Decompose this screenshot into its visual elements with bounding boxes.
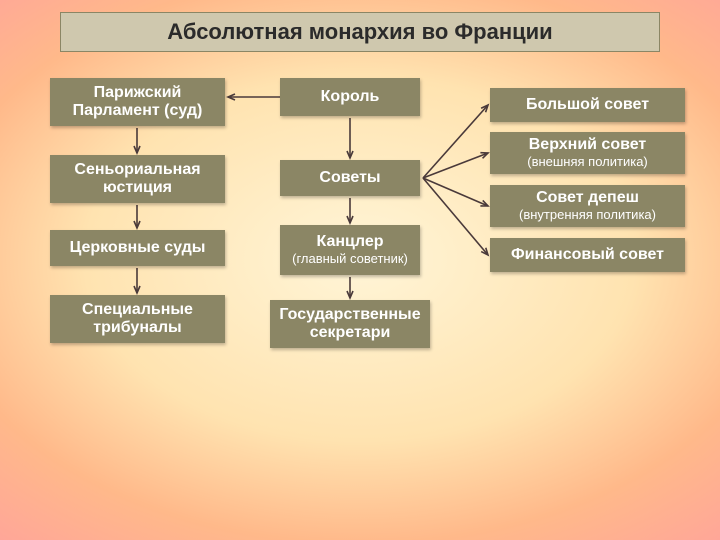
node-tribunals: Специальные трибуналы (50, 295, 225, 343)
node-secretaries: Государственные секретари (270, 300, 430, 348)
node-seigniorial-label: Сеньориальная юстиция (56, 161, 219, 198)
node-dispatch-council: Совет депеш (внутренняя политика) (490, 185, 685, 227)
diagram-title-text: Абсолютная монархия во Франции (167, 19, 552, 45)
node-chancellor-sub: (главный советник) (292, 252, 408, 267)
node-councils: Советы (280, 160, 420, 196)
node-finance-council: Финансовый совет (490, 238, 685, 272)
node-church-courts: Церковные суды (50, 230, 225, 266)
node-parliament-label: Парижский Парламент (суд) (56, 84, 219, 121)
node-big-council: Большой совет (490, 88, 685, 122)
node-king-label: Король (321, 88, 380, 106)
node-king: Король (280, 78, 420, 116)
node-dispatch-council-label: Совет депеш (536, 189, 639, 207)
diagram-canvas: Абсолютная монархия во Франции Король Па… (0, 0, 720, 540)
node-parliament: Парижский Парламент (суд) (50, 78, 225, 126)
node-upper-council-sub: (внешняя политика) (527, 155, 648, 170)
node-seigniorial: Сеньориальная юстиция (50, 155, 225, 203)
node-dispatch-council-sub: (внутренняя политика) (519, 208, 656, 223)
node-chancellor: Канцлер (главный советник) (280, 225, 420, 275)
node-finance-council-label: Финансовый совет (511, 246, 664, 264)
node-secretaries-label: Государственные секретари (276, 306, 424, 343)
diagram-title: Абсолютная монархия во Франции (60, 12, 660, 52)
node-chancellor-label: Канцлер (317, 233, 384, 251)
node-councils-label: Советы (319, 169, 380, 187)
node-church-courts-label: Церковные суды (70, 239, 206, 257)
node-tribunals-label: Специальные трибуналы (56, 301, 219, 338)
node-big-council-label: Большой совет (526, 96, 649, 114)
node-upper-council-label: Верхний совет (529, 136, 647, 154)
node-upper-council: Верхний совет (внешняя политика) (490, 132, 685, 174)
